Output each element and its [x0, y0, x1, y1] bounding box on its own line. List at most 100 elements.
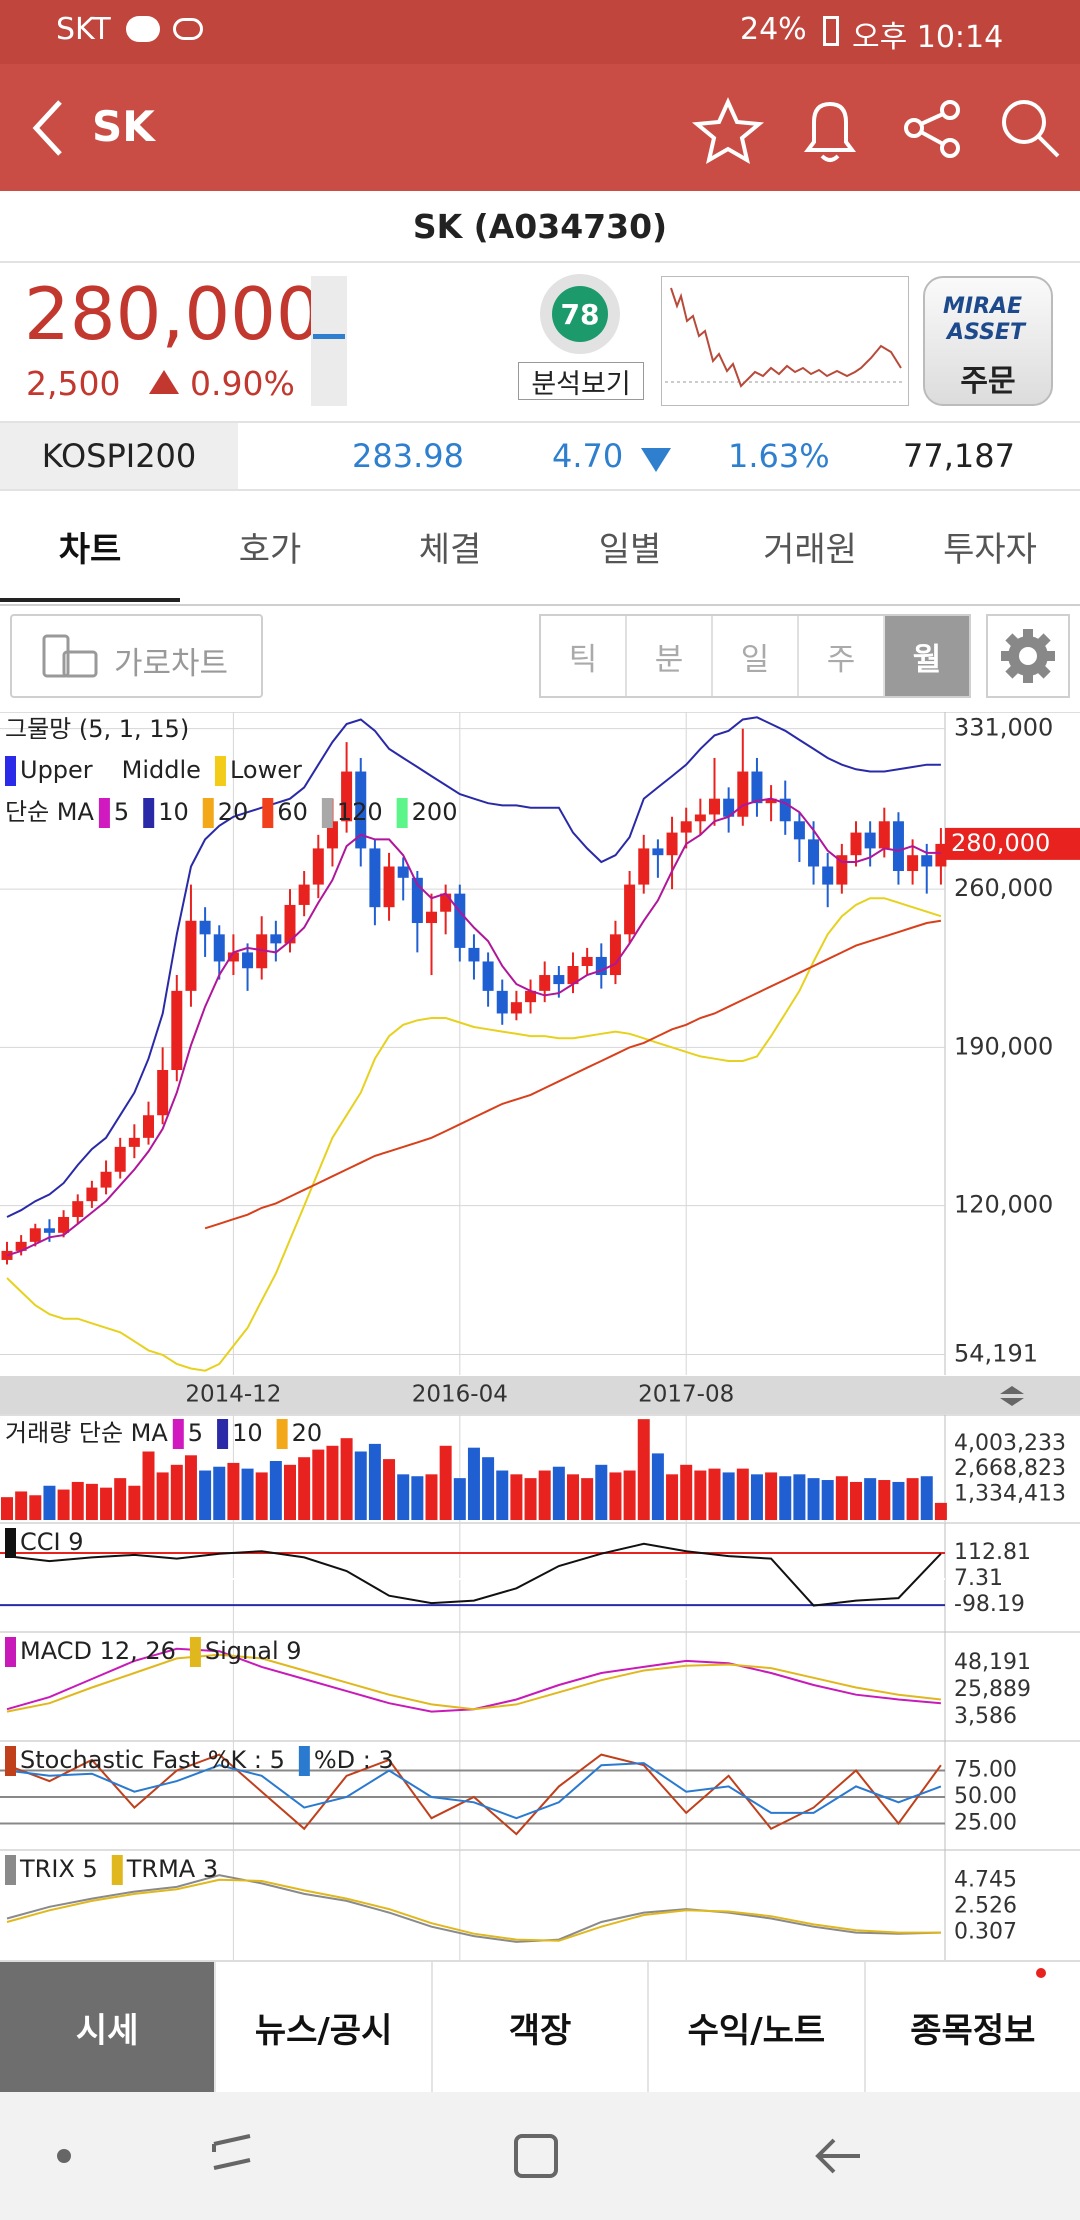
y-tick-label: 331,000 [954, 714, 1053, 742]
back-button[interactable] [32, 100, 62, 156]
candle-body [624, 884, 636, 935]
landscape-button[interactable]: 가로차트 [10, 614, 263, 698]
settings-button[interactable] [986, 614, 1070, 698]
talk-icon [126, 16, 160, 42]
nav-item[interactable]: 객장 [430, 1962, 648, 2092]
carrier: SKT [56, 12, 111, 47]
legend-swatch [5, 756, 16, 786]
indicator-line [6, 1762, 942, 1820]
resize-up[interactable] [1000, 1386, 1024, 1394]
nav-item[interactable]: 수익/노트 [647, 1962, 864, 2092]
legend-swatch [214, 756, 226, 786]
nav-dot[interactable] [57, 2149, 71, 2163]
tab[interactable]: 투자자 [943, 530, 1037, 570]
period-button[interactable]: 틱 [541, 616, 625, 696]
nav-item[interactable]: 시세 [0, 1962, 215, 2092]
candle-body [100, 1171, 112, 1188]
resize-down[interactable] [1000, 1398, 1024, 1406]
y-tick-label: 0.307 [954, 1919, 1017, 1944]
legend-label: 60 [277, 798, 308, 826]
search-button[interactable] [1002, 100, 1060, 158]
bottom-nav: 시세 뉴스/공시 객장 수익/노트 종목정보 [0, 1960, 1080, 2092]
legend-swatch [262, 798, 274, 828]
period-button[interactable]: 주 [797, 616, 883, 696]
y-tick-label: 25.00 [954, 1811, 1017, 1836]
legend-label: 5 [114, 798, 129, 826]
legend-swatch [298, 1746, 310, 1776]
volume-bar [354, 1451, 367, 1520]
tab[interactable]: 일별 [598, 530, 662, 570]
candle-body [468, 947, 480, 962]
indicator-line [204, 919, 942, 1230]
chart-title: 거래량 단순 MA [5, 1419, 168, 1447]
candle-body [737, 771, 749, 817]
home-button[interactable] [514, 2134, 558, 2178]
period-button[interactable]: 월 [883, 616, 969, 696]
favorite-button[interactable] [691, 97, 765, 165]
volume-bar [637, 1419, 650, 1520]
volume-bar [439, 1445, 452, 1520]
tab[interactable]: 차트 [58, 530, 122, 570]
order-label: 주문 [960, 364, 1016, 399]
legend-label: 120 [337, 798, 383, 826]
alert-button[interactable] [804, 101, 856, 162]
indicator-line [6, 1542, 942, 1607]
volume-bar [581, 1478, 594, 1520]
recent-button[interactable] [212, 2134, 251, 2170]
x-axis-strip [0, 1376, 1080, 1414]
score-ring[interactable]: 78 [540, 274, 620, 354]
chart-title: 그물망 (5, 1, 15) [5, 715, 189, 743]
tab[interactable]: 체결 [418, 530, 482, 570]
clock: 오후 10:14 [852, 20, 1004, 55]
volume-bar [15, 1491, 28, 1520]
landscape-label: 가로차트 [114, 646, 229, 682]
candle-body [822, 866, 834, 885]
period-button[interactable]: 분 [625, 616, 711, 696]
share-button[interactable] [904, 100, 960, 158]
candle-body [341, 771, 353, 822]
tab[interactable]: 호가 [238, 530, 302, 570]
legend-label: %D : 3 [314, 1746, 394, 1774]
candle-body [298, 884, 310, 905]
candle-body [43, 1228, 55, 1233]
candle-body [369, 848, 381, 908]
period-button[interactable]: 일 [711, 616, 797, 696]
volume-bar [368, 1443, 381, 1520]
volume-bar [397, 1474, 410, 1520]
indicator-line [6, 1653, 942, 1713]
back-nav-button[interactable] [815, 2138, 860, 2174]
analysis-button[interactable]: 분석보기 [518, 362, 644, 400]
volume-bar [326, 1445, 339, 1520]
volume-bar [680, 1464, 693, 1520]
y-tick-label: 25,889 [954, 1677, 1031, 1702]
price-gauge [311, 276, 347, 406]
tab[interactable]: 거래원 [763, 530, 857, 570]
volume-bar [524, 1478, 537, 1520]
legend-label: TRIX 5 [19, 1855, 98, 1883]
candle-body [454, 893, 466, 948]
candle-body [29, 1228, 41, 1242]
candle-body [921, 855, 933, 867]
candle-body [440, 893, 452, 912]
candle-body [383, 866, 395, 908]
candle-body [270, 934, 282, 944]
volume-bar [765, 1472, 778, 1520]
candle-body [114, 1146, 126, 1172]
candle-body [907, 855, 919, 872]
system-nav-icons [57, 2134, 860, 2178]
nav-item[interactable]: 종목정보 [863, 1962, 1080, 2092]
gauge-marker [313, 334, 345, 339]
volume-bar [213, 1466, 226, 1520]
candle-body [935, 843, 947, 867]
candle-body [779, 798, 791, 822]
volume-bar [269, 1461, 282, 1520]
volume-bar [722, 1472, 735, 1520]
nav-item[interactable]: 뉴스/공시 [214, 1962, 431, 2092]
volume-bar [807, 1478, 820, 1520]
volume-bar [567, 1474, 579, 1520]
volume-bar [510, 1474, 523, 1520]
volume-bar [736, 1468, 749, 1520]
order-button[interactable]: MIRAE ASSET 주문 [923, 276, 1053, 406]
legend-label: Signal 9 [205, 1637, 302, 1665]
